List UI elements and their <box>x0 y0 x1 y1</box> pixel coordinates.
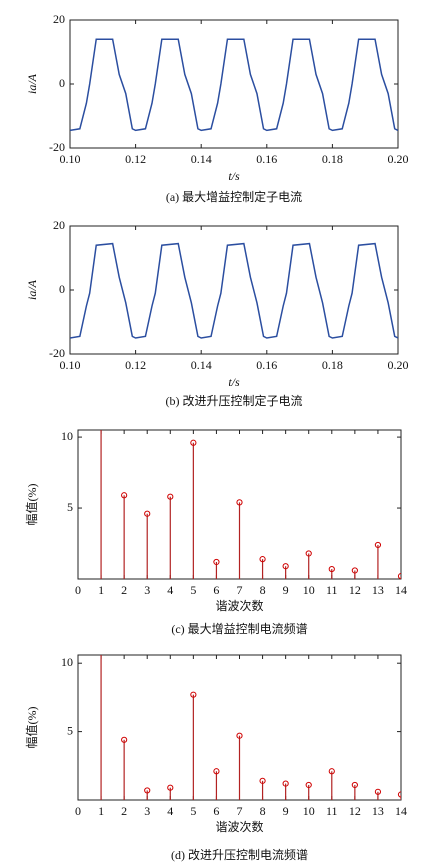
plot-area <box>100 655 401 800</box>
stem-marker <box>167 493 174 500</box>
y-tick-label: 10 <box>61 655 73 669</box>
x-axis-label: 谐波次数 <box>215 598 263 613</box>
x-tick-label: 13 <box>372 583 384 597</box>
x-tick-label: 1 <box>98 583 104 597</box>
y-tick-label: 10 <box>61 429 73 443</box>
x-axis-label: t/s <box>228 169 240 183</box>
x-tick-label: 12 <box>349 804 361 818</box>
caption: (a) 最大增益控制定子电流 <box>166 189 302 204</box>
x-tick-label: 0.12 <box>125 358 146 372</box>
x-tick-label: 2 <box>121 804 127 818</box>
caption: (b) 改进升压控制定子电流 <box>166 393 303 408</box>
x-tick-label: 1 <box>98 804 104 818</box>
stem-marker <box>305 550 312 557</box>
x-tick-label: 6 <box>213 804 219 818</box>
stem-marker <box>374 541 382 549</box>
x-tick-label: 0.20 <box>388 152 409 166</box>
plot-area <box>70 242 398 339</box>
x-tick-label: 0.18 <box>322 152 343 166</box>
stem-marker <box>328 565 335 573</box>
x-tick-label: 3 <box>144 804 150 818</box>
stem-marker <box>282 780 289 787</box>
stem-marker <box>121 492 128 499</box>
waveform <box>70 38 398 132</box>
y-axis-label: ia/A <box>25 279 39 300</box>
stem-marker <box>236 732 243 739</box>
x-tick-label: 5 <box>190 804 196 818</box>
y-tick-label: 5 <box>67 723 73 737</box>
x-tick-label: 2 <box>121 583 127 597</box>
x-tick-label: 0.14 <box>191 358 212 372</box>
stem-marker <box>213 768 220 775</box>
y-tick-label: 20 <box>53 218 65 232</box>
x-tick-label: 0.12 <box>125 152 146 166</box>
x-tick-label: 0 <box>75 583 81 597</box>
x-tick-label: 0.10 <box>60 358 81 372</box>
y-tick-label: 20 <box>53 12 65 26</box>
stem-marker <box>351 567 358 574</box>
stem-marker <box>282 563 289 570</box>
x-tick-label: 11 <box>326 583 338 597</box>
x-tick-label: 8 <box>260 583 266 597</box>
x-tick-label: 14 <box>395 804 407 818</box>
x-tick-label: 7 <box>237 583 243 597</box>
caption: (c) 最大增益控制电流频谱 <box>171 622 307 636</box>
x-tick-label: 10 <box>303 804 315 818</box>
y-tick-label: -20 <box>49 140 65 154</box>
x-tick-label: 11 <box>326 804 338 818</box>
y-axis-label: 幅值(%) <box>24 707 39 749</box>
stem-marker <box>167 784 174 791</box>
x-tick-label: 8 <box>260 804 266 818</box>
x-tick-label: 4 <box>167 583 173 597</box>
x-tick-label: 7 <box>237 804 243 818</box>
x-tick-label: 13 <box>372 804 384 818</box>
x-axis-label: 谐波次数 <box>215 819 263 834</box>
stem-marker <box>374 788 382 795</box>
stem-marker <box>351 781 358 789</box>
stem-marker <box>144 787 151 794</box>
x-tick-label: 0.20 <box>388 358 409 372</box>
y-tick-label: 0 <box>59 76 65 90</box>
waveform <box>70 242 398 339</box>
stem-marker <box>328 768 335 775</box>
y-axis-label: ia/A <box>25 73 39 94</box>
x-tick-label: 10 <box>303 583 315 597</box>
stem-marker <box>397 791 401 798</box>
y-tick-label: -20 <box>49 346 65 360</box>
stem-marker <box>236 499 243 506</box>
x-tick-label: 0.18 <box>322 358 343 372</box>
stem-marker <box>190 439 197 446</box>
stem-marker <box>397 573 401 579</box>
plot-area <box>100 430 401 579</box>
x-tick-label: 0 <box>75 804 81 818</box>
x-tick-label: 0.16 <box>256 358 277 372</box>
x-tick-label: 6 <box>213 583 219 597</box>
caption: (d) 改进升压控制电流频谱 <box>171 848 308 862</box>
y-tick-label: 5 <box>67 500 73 514</box>
stem-marker <box>144 510 151 517</box>
y-tick-label: 0 <box>59 282 65 296</box>
plot-area <box>70 38 398 132</box>
x-tick-label: 0.16 <box>256 152 277 166</box>
x-tick-label: 9 <box>283 804 289 818</box>
stem-marker <box>259 556 266 563</box>
x-tick-label: 4 <box>167 804 173 818</box>
x-tick-label: 0.14 <box>191 152 212 166</box>
x-tick-label: 5 <box>190 583 196 597</box>
y-axis-label: 幅值(%) <box>24 484 39 526</box>
stem-marker <box>190 691 197 698</box>
x-tick-label: 9 <box>283 583 289 597</box>
stem-marker <box>121 736 128 743</box>
x-tick-label: 14 <box>395 583 407 597</box>
stem-marker <box>259 777 266 784</box>
stem-marker <box>305 781 312 789</box>
x-tick-label: 3 <box>144 583 150 597</box>
x-tick-label: 0.10 <box>60 152 81 166</box>
x-axis-label: t/s <box>228 375 240 389</box>
x-tick-label: 12 <box>349 583 361 597</box>
stem-marker <box>213 558 220 566</box>
